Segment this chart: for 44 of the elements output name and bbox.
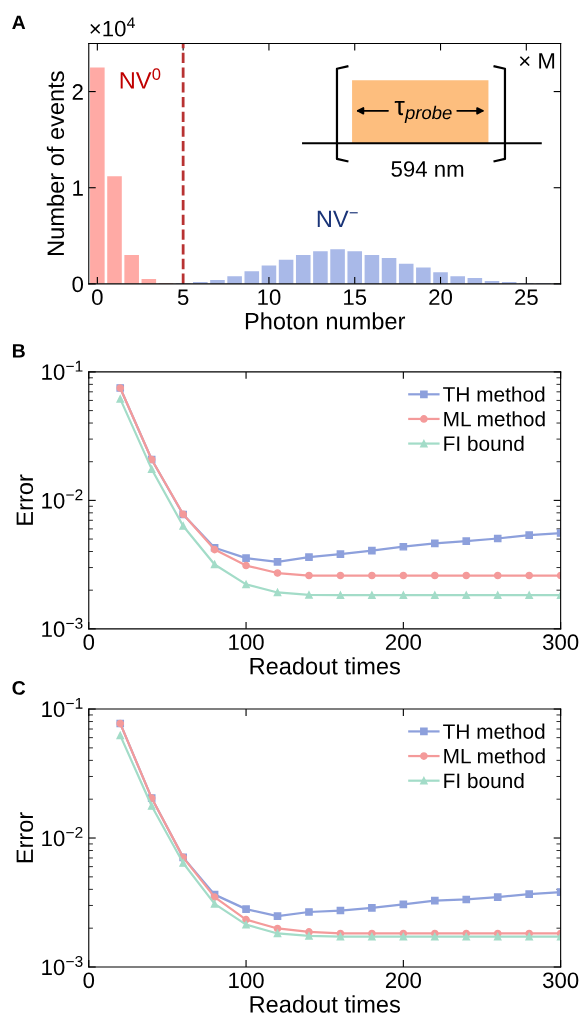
y-tick-label: 10$^{−1}$ [42, 697, 83, 718]
x-tick-label: 0 [83, 972, 95, 989]
x-axis-title: Readout times [250, 657, 400, 675]
y-tick-label: 10$^{−1}$ [42, 360, 83, 380]
x-tick-label: 20 [429, 289, 453, 306]
y-tick-label: 10$^{−3}$ [42, 617, 83, 638]
y-tick-label: 0 [72, 276, 84, 293]
y-tick-label: 10$^{−2}$ [42, 826, 83, 847]
text: ×10$^{4}$ [90, 17, 135, 37]
legend-label: TH method [443, 723, 545, 739]
y-tick-label: 2 [72, 84, 83, 100]
x-axis-title: Readout times [250, 995, 400, 1013]
y-axis-title: Error [16, 474, 34, 525]
annotation: τ$_{probe}$ [394, 100, 452, 123]
x-tick-label: 300 [542, 972, 579, 989]
annotation: 594 nm [391, 161, 464, 177]
x-tick-label: 5 [177, 289, 189, 306]
series-label: NV$^{−}$ [317, 210, 358, 227]
x-tick-label: 15 [344, 289, 367, 306]
series-label: NV$^{0}$ [120, 68, 161, 89]
chart-title: C [12, 681, 26, 695]
x-tick-label: 25 [515, 289, 538, 306]
y-tick-label: 10$^{−3}$ [42, 955, 83, 976]
x-tick-label: 0 [83, 634, 95, 651]
legend-label: ML method [444, 748, 545, 764]
x-tick-label: 300 [542, 634, 579, 651]
x-tick-label: 10 [258, 289, 281, 306]
legend-label: FI bound [444, 772, 524, 789]
y-tick-label: 1 [73, 180, 83, 196]
x-tick-label: 100 [229, 634, 264, 651]
y-axis-title: Number of events [46, 71, 65, 255]
y-tick-label: 10$^{−2}$ [42, 489, 83, 509]
x-tick-label: 0 [92, 289, 103, 306]
annotation: × M [519, 53, 555, 69]
y-axis-title: Error [16, 812, 34, 863]
x-tick-label: 200 [385, 634, 422, 651]
legend-label: ML method [444, 411, 545, 427]
x-tick-label: 100 [229, 972, 264, 989]
x-tick-label: 200 [385, 972, 422, 989]
x-axis-title: Photon number [245, 312, 406, 330]
legend-label: TH method [443, 386, 545, 402]
chart-title: A [12, 15, 26, 30]
chart-title: B [12, 344, 25, 358]
legend-label: FI bound [444, 435, 524, 452]
